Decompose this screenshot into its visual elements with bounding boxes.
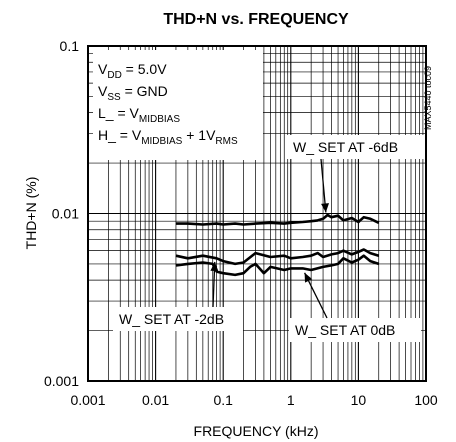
data-series	[175, 213, 380, 277]
x-tick-label: 100	[414, 392, 438, 408]
series-line-3	[175, 254, 380, 277]
tick-labels: 0.001 0.01 0.1 1 10 100 0.1 0.01 0.001	[44, 38, 438, 408]
x-axis-label: FREQUENCY (kHz)	[194, 423, 319, 439]
annotation-2: W_ SET AT -2dB	[113, 261, 243, 331]
x-tick-label: 1	[287, 392, 295, 408]
figure-code: MAX5440 toc09	[423, 66, 433, 130]
series-line-2	[175, 248, 380, 266]
x-tick-label: 0.01	[142, 392, 169, 408]
annotation-label: W_ SET AT 0dB	[295, 322, 395, 338]
y-tick-label: 0.001	[44, 373, 79, 389]
plot-frame	[87, 45, 427, 382]
condition-line: H_ = VMIDBIAS + 1VRMS	[98, 127, 238, 147]
chart-title: THD+N vs. FREQUENCY	[163, 11, 349, 28]
arrowhead	[321, 203, 330, 213]
y-tick-label: 0.1	[60, 38, 80, 54]
annotation-label: W_ SET AT -2dB	[119, 311, 224, 327]
annotation-label: W_ SET AT -6dB	[293, 139, 398, 155]
annotation-1: W_ SET AT -6dB	[287, 135, 425, 213]
annotation-box	[113, 307, 243, 331]
arrowhead	[210, 261, 219, 272]
arrowhead	[304, 272, 313, 283]
annotation-box	[289, 318, 421, 342]
y-tick-label: 0.01	[52, 206, 79, 222]
x-tick-label: 0.001	[70, 392, 105, 408]
series-annotations: W_ SET AT -6dB W_ SET AT -2dB W_ SET AT 0d…	[113, 135, 425, 342]
annotation-3: W_ SET AT 0dB	[289, 272, 421, 342]
condition-line: VDD = 5.0V	[98, 61, 167, 81]
x-tick-label: 0.1	[213, 392, 233, 408]
series-line-1	[175, 213, 380, 226]
y-axis-label: THD+N (%)	[23, 177, 39, 250]
conditions-box	[93, 50, 263, 160]
condition-line: VSS = GND	[98, 83, 168, 103]
annotation-box	[287, 135, 425, 159]
x-tick-label: 10	[351, 392, 367, 408]
condition-line: L_ = VMIDBIAS	[98, 105, 180, 125]
